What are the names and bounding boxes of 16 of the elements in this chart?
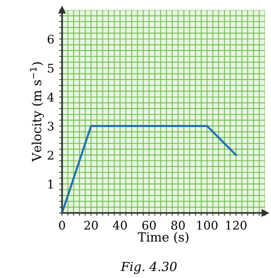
y-tick-label: 5 [48, 64, 54, 73]
x-tick-label: 20 [84, 220, 98, 230]
x-tick-label: 60 [142, 220, 156, 230]
y-tick-label: 4 [47, 92, 54, 102]
y-tick-label: 2 [48, 150, 54, 160]
x-tick-label: 80 [171, 220, 185, 230]
caption: Fig. 4.30 [120, 262, 177, 274]
x-tick-label: 100 [197, 220, 218, 230]
x-tick-label: 40 [112, 220, 127, 230]
y-tick-label: 6 [48, 34, 54, 44]
y-axis-title: Velocity (m s$^{−1}$) [30, 62, 44, 162]
y-tick-label: 1 [48, 180, 53, 188]
x-tick-label: 120 [226, 220, 247, 230]
x-axis-title: Time (s) [138, 232, 188, 244]
x-tick-label: 0 [59, 220, 66, 230]
y-tick-label: 3 [48, 122, 54, 131]
